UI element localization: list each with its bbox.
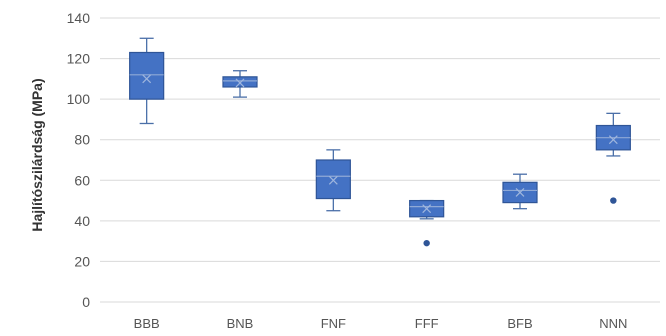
box-fff xyxy=(409,199,445,247)
x-tick-label: NNN xyxy=(599,316,627,331)
grid-lines xyxy=(100,17,660,303)
mean-marker xyxy=(608,135,618,145)
y-tick-label: 60 xyxy=(74,172,90,188)
y-tick-label: 0 xyxy=(82,294,90,310)
mean-marker xyxy=(235,78,245,88)
y-tick-label: 40 xyxy=(74,213,90,229)
box-nnn xyxy=(595,112,631,204)
iqr-box xyxy=(129,51,165,100)
y-tick-label: 100 xyxy=(67,91,91,107)
y-axis-ticks: 0 20 40 60 80 100 120 140 xyxy=(67,10,91,310)
y-tick-label: 120 xyxy=(67,51,91,67)
x-tick-label: FNF xyxy=(321,316,346,331)
y-axis-title: Hajlítószilárdság (MPa) xyxy=(29,78,45,231)
box-bbb xyxy=(129,37,165,125)
box-series xyxy=(129,37,631,247)
iqr-box xyxy=(222,76,258,88)
box-bnb xyxy=(222,70,258,98)
mean-marker xyxy=(328,175,338,185)
x-tick-label: FFF xyxy=(415,316,439,331)
y-tick-label: 80 xyxy=(74,132,90,148)
mean-marker xyxy=(142,74,152,84)
outlier-point xyxy=(610,197,617,204)
x-axis-labels: BBB BNB FNF FFF BFB NNN xyxy=(134,316,628,331)
y-tick-label: 140 xyxy=(67,10,91,26)
x-tick-label: BNB xyxy=(227,316,254,331)
x-tick-label: BBB xyxy=(134,316,160,331)
iqr-box xyxy=(315,159,351,200)
mean-marker xyxy=(515,188,525,197)
box-fnf xyxy=(315,149,351,212)
box-bfb xyxy=(502,173,538,210)
y-tick-label: 20 xyxy=(74,253,90,269)
mean-marker xyxy=(422,204,432,214)
outlier-point xyxy=(423,239,430,247)
x-tick-label: BFB xyxy=(507,316,532,331)
